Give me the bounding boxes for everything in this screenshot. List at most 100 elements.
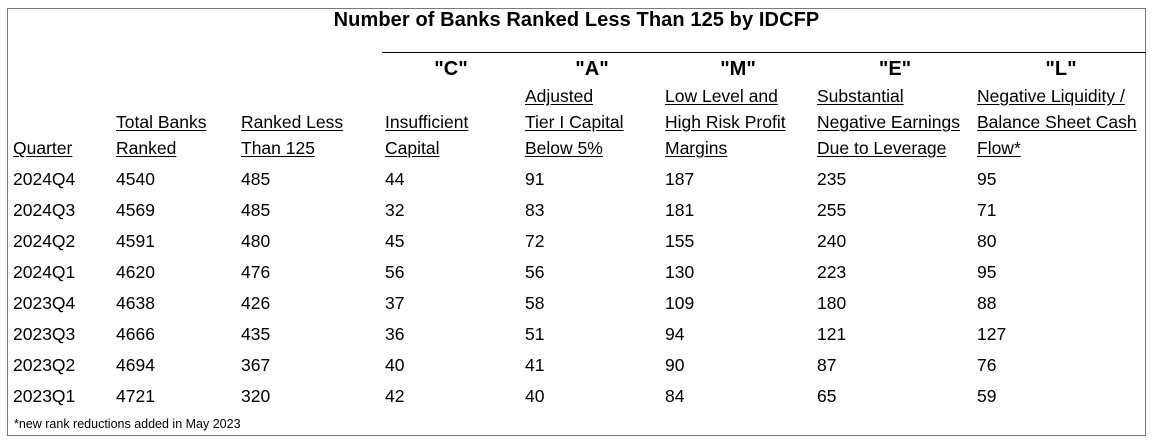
header-insufficient-capital: Insufficient Capital xyxy=(385,109,468,161)
cell-negative-liquidity-cash-flow: 80 xyxy=(977,231,997,251)
header-line: Low Level and xyxy=(665,86,778,106)
header-ranked-less-than-125: Ranked Less Than 125 xyxy=(241,109,343,161)
header-line: Due to Leverage xyxy=(817,138,947,158)
cell-insufficient-capital: 37 xyxy=(385,293,405,313)
cell-total-banks-ranked: 4569 xyxy=(116,200,155,220)
cell-total-banks-ranked: 4638 xyxy=(116,293,155,313)
header-line: Adjusted xyxy=(525,86,594,106)
header-line: Balance Sheet Cash xyxy=(977,112,1137,132)
cell-ranked-less-than-125: 485 xyxy=(241,200,271,220)
cell-total-banks-ranked: 4666 xyxy=(116,324,155,344)
cell-substantial-negative-earnings: 180 xyxy=(817,293,847,313)
header-line: Capital xyxy=(385,138,440,158)
header-line: Flow* xyxy=(977,138,1021,158)
footnote: *new rank reductions added in May 2023 xyxy=(14,417,241,431)
camels-letter-1: "A" xyxy=(575,58,609,80)
camels-letter-3: "E" xyxy=(878,58,912,80)
cell-substantial-negative-earnings: 121 xyxy=(817,324,847,344)
cell-total-banks-ranked: 4694 xyxy=(116,355,155,375)
cell-ranked-less-than-125: 476 xyxy=(241,262,271,282)
cell-negative-liquidity-cash-flow: 95 xyxy=(977,262,997,282)
cell-quarter: 2024Q2 xyxy=(13,231,76,251)
cell-ranked-less-than-125: 367 xyxy=(241,355,271,375)
cell-substantial-negative-earnings: 223 xyxy=(817,262,847,282)
camels-letter-2: "M" xyxy=(720,58,756,80)
header-line: Ranked xyxy=(116,138,177,158)
cell-ranked-less-than-125: 485 xyxy=(241,169,271,189)
cell-adjusted-tier-i-capital: 41 xyxy=(525,355,545,375)
cell-ranked-less-than-125: 320 xyxy=(241,386,271,406)
header-line: Negative Earnings xyxy=(817,112,960,132)
cell-negative-liquidity-cash-flow: 59 xyxy=(977,386,997,406)
cell-insufficient-capital: 42 xyxy=(385,386,405,406)
cell-adjusted-tier-i-capital: 58 xyxy=(525,293,545,313)
cell-total-banks-ranked: 4620 xyxy=(116,262,155,282)
camels-letter-0: "C" xyxy=(434,58,468,80)
cell-negative-liquidity-cash-flow: 71 xyxy=(977,200,997,220)
cell-substantial-negative-earnings: 240 xyxy=(817,231,847,251)
header-line: Tier I Capital xyxy=(525,112,624,132)
cell-adjusted-tier-i-capital: 51 xyxy=(525,324,545,344)
header-line: Total Banks xyxy=(116,112,207,132)
cell-low-level-high-risk-profit-margins: 130 xyxy=(665,262,695,282)
cell-substantial-negative-earnings: 87 xyxy=(817,355,837,375)
cell-substantial-negative-earnings: 235 xyxy=(817,169,847,189)
header-line: Negative Liquidity / xyxy=(977,86,1125,106)
cell-total-banks-ranked: 4721 xyxy=(116,386,155,406)
header-line: Insufficient xyxy=(385,112,469,132)
cell-low-level-high-risk-profit-margins: 181 xyxy=(665,200,695,220)
cell-adjusted-tier-i-capital: 83 xyxy=(525,200,545,220)
table-title: Number of Banks Ranked Less Than 125 by … xyxy=(333,9,820,31)
cell-insufficient-capital: 45 xyxy=(385,231,405,251)
cell-ranked-less-than-125: 426 xyxy=(241,293,271,313)
header-line: Than 125 xyxy=(241,138,315,158)
header-quarter: Quarter xyxy=(13,135,72,161)
cell-insufficient-capital: 36 xyxy=(385,324,405,344)
cell-quarter: 2024Q3 xyxy=(13,200,76,220)
cell-low-level-high-risk-profit-margins: 187 xyxy=(665,169,695,189)
cell-low-level-high-risk-profit-margins: 90 xyxy=(665,355,685,375)
header-line: Margins xyxy=(665,138,728,158)
camels-letter-4: "L" xyxy=(1045,58,1077,80)
cell-quarter: 2023Q3 xyxy=(13,324,76,344)
cell-total-banks-ranked: 4540 xyxy=(116,169,155,189)
cell-low-level-high-risk-profit-margins: 84 xyxy=(665,386,685,406)
header-line: High Risk Profit xyxy=(665,112,786,132)
header-substantial-negative-earnings: Substantial Negative Earnings Due to Lever… xyxy=(817,83,960,161)
header-line: Quarter xyxy=(13,138,73,158)
cell-substantial-negative-earnings: 255 xyxy=(817,200,847,220)
header-divider xyxy=(382,52,1146,53)
cell-quarter: 2024Q4 xyxy=(13,169,76,189)
cell-insufficient-capital: 40 xyxy=(385,355,405,375)
header-total-banks-ranked: Total Banks Ranked xyxy=(116,109,206,161)
header-low-level-high-risk-profit-margins: Low Level and High Risk Profit Margins xyxy=(665,83,786,161)
cell-low-level-high-risk-profit-margins: 109 xyxy=(665,293,695,313)
cell-quarter: 2023Q2 xyxy=(13,355,76,375)
header-line: Substantial xyxy=(817,86,904,106)
cell-negative-liquidity-cash-flow: 88 xyxy=(977,293,997,313)
cell-adjusted-tier-i-capital: 40 xyxy=(525,386,545,406)
header-line: Ranked Less xyxy=(241,112,344,132)
cell-quarter: 2023Q4 xyxy=(13,293,76,313)
cell-negative-liquidity-cash-flow: 95 xyxy=(977,169,997,189)
cell-insufficient-capital: 56 xyxy=(385,262,405,282)
cell-quarter: 2024Q1 xyxy=(13,262,76,282)
header-line: Below 5% xyxy=(525,138,603,158)
cell-adjusted-tier-i-capital: 56 xyxy=(525,262,545,282)
cell-ranked-less-than-125: 435 xyxy=(241,324,271,344)
cell-insufficient-capital: 32 xyxy=(385,200,405,220)
cell-negative-liquidity-cash-flow: 76 xyxy=(977,355,997,375)
cell-low-level-high-risk-profit-margins: 94 xyxy=(665,324,685,344)
cell-low-level-high-risk-profit-margins: 155 xyxy=(665,231,695,251)
cell-adjusted-tier-i-capital: 72 xyxy=(525,231,545,251)
cell-ranked-less-than-125: 480 xyxy=(241,231,271,251)
header-negative-liquidity-cash-flow: Negative Liquidity / Balance Sheet Cash Fl… xyxy=(977,83,1137,161)
cell-total-banks-ranked: 4591 xyxy=(116,231,155,251)
table-frame xyxy=(7,8,1146,436)
header-adjusted-tier-i-capital: Adjusted Tier I Capital Below 5% xyxy=(525,83,624,161)
cell-adjusted-tier-i-capital: 91 xyxy=(525,169,545,189)
cell-substantial-negative-earnings: 65 xyxy=(817,386,837,406)
cell-insufficient-capital: 44 xyxy=(385,169,405,189)
cell-quarter: 2023Q1 xyxy=(13,386,76,406)
cell-negative-liquidity-cash-flow: 127 xyxy=(977,324,1007,344)
